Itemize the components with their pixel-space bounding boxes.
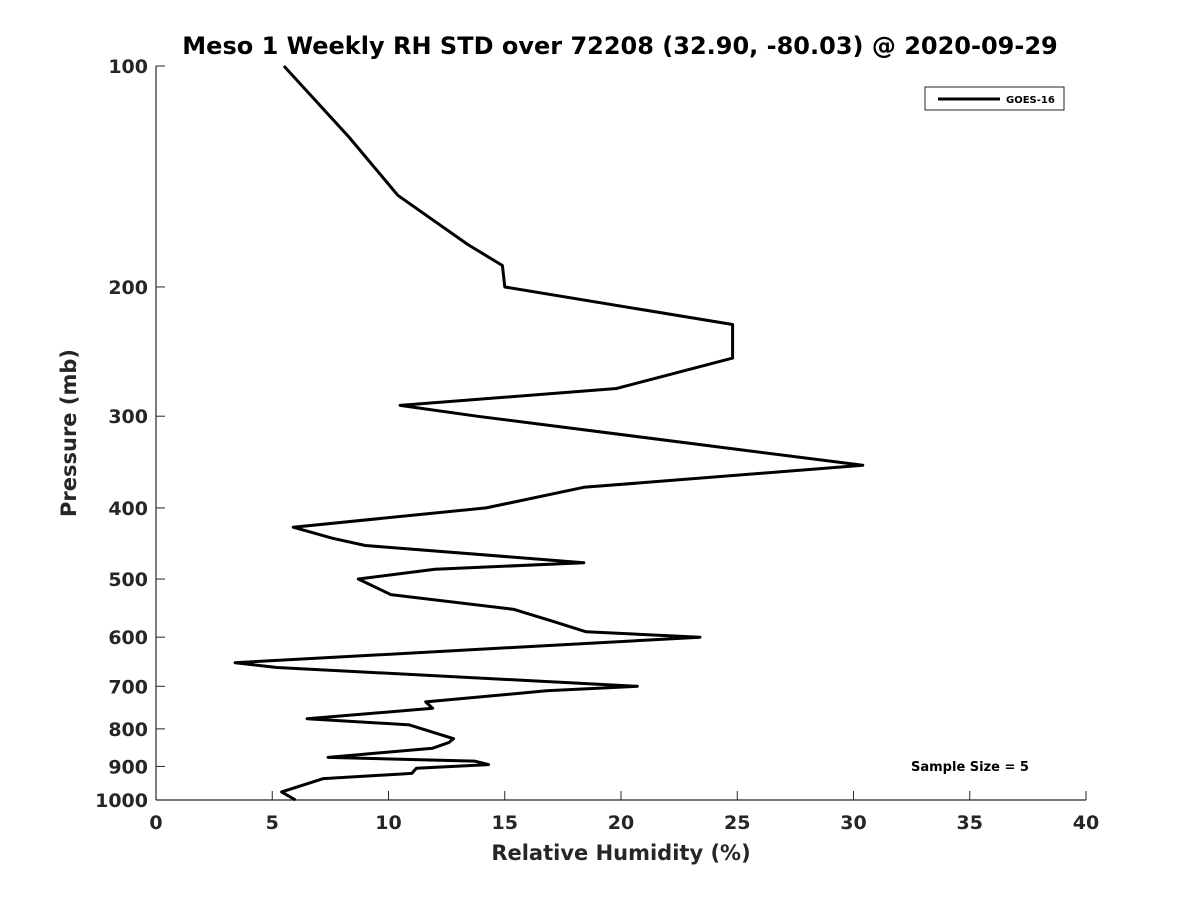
x-ticks: 0 5 10 15 20 25 30 35 40 <box>149 791 1099 834</box>
x-tick-label: 15 <box>492 812 518 834</box>
x-tick-label: 5 <box>266 812 279 834</box>
legend-label-goes16: GOES-16 <box>1006 95 1055 106</box>
y-tick-label: 600 <box>108 627 148 649</box>
y-axis-label: Pressure (mb) <box>57 349 81 517</box>
plot-area: 0 5 10 15 20 25 30 35 40 100 200 300 400 500 600 700 80… <box>95 56 1099 834</box>
y-tick-label: 400 <box>108 498 148 520</box>
legend: GOES-16 <box>924 86 1065 111</box>
x-axis-label: Relative Humidity (%) <box>491 841 750 865</box>
x-tick-label: 30 <box>840 812 866 834</box>
y-ticks: 100 200 300 400 500 600 700 800 900 1000 <box>95 56 165 812</box>
x-tick-label: 20 <box>608 812 634 834</box>
chart-title: Meso 1 Weekly RH STD over 72208 (32.90, … <box>182 32 1057 60</box>
y-tick-label: 100 <box>108 56 148 78</box>
x-tick-label: 25 <box>724 812 750 834</box>
y-tick-label: 300 <box>108 406 148 428</box>
y-tick-label: 700 <box>108 676 148 698</box>
x-tick-label: 0 <box>149 812 162 834</box>
y-tick-label: 1000 <box>95 790 148 812</box>
y-tick-label: 900 <box>108 756 148 778</box>
x-tick-label: 10 <box>375 812 401 834</box>
y-tick-label: 800 <box>108 719 148 741</box>
sample-size-annotation: Sample Size = 5 <box>911 760 1029 775</box>
y-tick-label: 500 <box>108 569 148 591</box>
x-tick-label: 40 <box>1073 812 1099 834</box>
y-tick-label: 200 <box>108 277 148 299</box>
x-tick-label: 35 <box>957 812 983 834</box>
series-line-goes16 <box>233 64 865 802</box>
